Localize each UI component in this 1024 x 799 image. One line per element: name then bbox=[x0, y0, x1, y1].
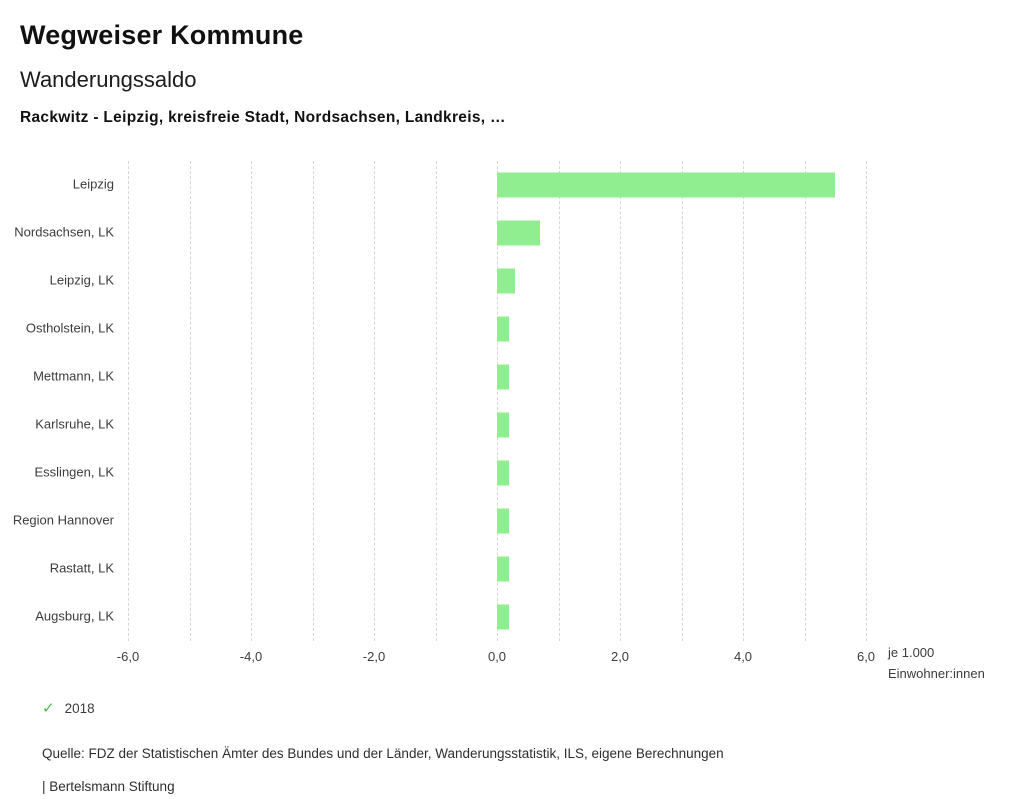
chart-row: Mettmann, LK bbox=[33, 353, 866, 401]
bar[interactable] bbox=[497, 604, 510, 630]
category-label: Region Hannover bbox=[12, 512, 114, 528]
bar-track bbox=[128, 209, 866, 257]
category-label: Nordsachsen, LK bbox=[14, 224, 114, 240]
category-label: Leipzig bbox=[72, 176, 114, 192]
bar-track bbox=[128, 305, 866, 353]
chart-row: Ostholstein, LK bbox=[26, 305, 866, 353]
category-label: Karlsruhe, LK bbox=[35, 416, 114, 432]
unit-label-line2: Einwohner:innen bbox=[888, 665, 985, 681]
x-tick-label: -2,0 bbox=[362, 649, 386, 664]
category-label: Esslingen, LK bbox=[34, 464, 115, 480]
x-axis-unit-label: je 1.000 Einwohner:innen bbox=[888, 643, 1024, 685]
chart-row: Region Hannover bbox=[13, 497, 866, 545]
bar-track bbox=[128, 401, 866, 449]
x-tick-label: 2,0 bbox=[610, 649, 630, 664]
bar[interactable] bbox=[497, 364, 510, 390]
gridline bbox=[866, 161, 867, 641]
plot-area: Leipzig Nordsachsen, LK Leipzig, LK Osthols… bbox=[13, 161, 867, 641]
x-tick-label: -6,0 bbox=[116, 649, 140, 664]
bar-track bbox=[128, 497, 866, 545]
bar[interactable] bbox=[497, 220, 541, 246]
category-label: Mettmann, LK bbox=[33, 368, 114, 384]
source-note: Quelle: FDZ der Statistischen Ämter des … bbox=[42, 746, 724, 761]
bar-track bbox=[128, 449, 866, 497]
bar-track bbox=[128, 353, 866, 401]
branding-note: | Bertelsmann Stiftung bbox=[42, 779, 175, 794]
category-label: Rastatt, LK bbox=[49, 560, 114, 576]
bar[interactable] bbox=[497, 508, 510, 534]
chart-title: Wanderungssaldo bbox=[20, 67, 197, 92]
bar-chart: Leipzig Nordsachsen, LK Leipzig, LK Osthols… bbox=[13, 161, 985, 681]
bar[interactable] bbox=[497, 556, 510, 582]
x-tick-label: 0,0 bbox=[487, 649, 507, 664]
chart-row: Rastatt, LK bbox=[50, 545, 866, 593]
bar-track bbox=[128, 161, 866, 209]
bar[interactable] bbox=[497, 460, 510, 486]
legend-year-label[interactable]: 2018 bbox=[64, 701, 95, 716]
x-tick-label: -4,0 bbox=[239, 649, 263, 664]
bar-track bbox=[128, 593, 866, 641]
bar[interactable] bbox=[497, 412, 510, 438]
chart-row: Esslingen, LK bbox=[35, 449, 866, 497]
x-axis: -6,0 -4,0 -2,0 0,0 2,0 4,0 6,0 bbox=[117, 641, 875, 667]
chart-row: Karlsruhe, LK bbox=[35, 401, 866, 449]
plot-rows: Leipzig Nordsachsen, LK Leipzig, LK Osthols… bbox=[13, 161, 866, 641]
bar-track bbox=[128, 257, 866, 305]
region-selection-line: Rackwitz - Leipzig, kreisfreie Stadt, No… bbox=[20, 109, 506, 126]
chart-row: Leipzig bbox=[73, 161, 866, 209]
unit-label-line1: je 1.000 bbox=[888, 645, 935, 660]
category-label: Ostholstein, LK bbox=[25, 320, 114, 336]
chart-row: Leipzig, LK bbox=[50, 257, 866, 305]
app-title: Wegweiser Kommune bbox=[20, 20, 304, 50]
x-tick-label: 4,0 bbox=[733, 649, 753, 664]
legend: ✓ 2018 bbox=[42, 701, 1004, 716]
chart-row: Augsburg, LK bbox=[35, 593, 866, 641]
chart-row: Nordsachsen, LK bbox=[14, 209, 866, 257]
bar[interactable] bbox=[497, 268, 516, 294]
bar-track bbox=[128, 545, 866, 593]
bar[interactable] bbox=[497, 316, 510, 342]
bar[interactable] bbox=[497, 172, 836, 198]
check-icon[interactable]: ✓ bbox=[42, 700, 55, 717]
category-label: Augsburg, LK bbox=[35, 608, 114, 624]
x-tick-label: 6,0 bbox=[856, 649, 876, 664]
category-label: Leipzig, LK bbox=[49, 272, 114, 288]
